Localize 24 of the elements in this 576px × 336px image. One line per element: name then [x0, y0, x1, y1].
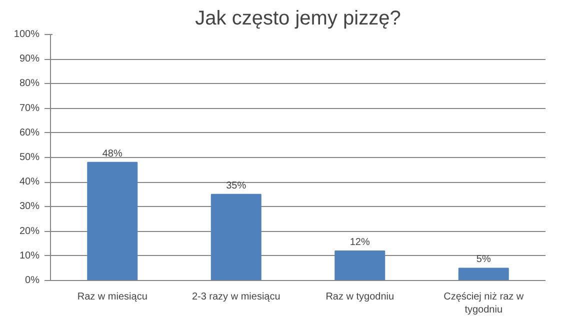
y-tick-label: 50%: [19, 152, 40, 163]
x-tick-label: Częściej niż raz w tygodniu: [444, 292, 524, 316]
y-tick-label: 20%: [19, 226, 40, 237]
x-tick-label: Raz w miesiącu: [77, 292, 148, 302]
bar: [210, 194, 262, 280]
bar: [458, 268, 509, 280]
bar: [87, 162, 138, 280]
y-tick-label: 0%: [25, 275, 40, 286]
data-label: 12%: [350, 236, 370, 248]
x-tick-label: Raz w tygodniu: [326, 292, 394, 302]
data-label: 5%: [476, 254, 491, 266]
y-tick-label: 100%: [14, 29, 40, 40]
data-label: 48%: [102, 148, 122, 160]
y-tick-label: 10%: [19, 250, 40, 262]
y-tick-label: 70%: [19, 102, 40, 114]
y-tick-label: 90%: [19, 54, 40, 65]
x-tick-label: 2-3 razy w miesiącu: [192, 292, 280, 302]
data-label: 35%: [226, 180, 246, 192]
y-tick-label: 80%: [19, 78, 40, 90]
y-tick-label: 40%: [19, 176, 40, 188]
y-tick-label: 30%: [19, 201, 40, 212]
bar: [334, 250, 386, 280]
chart-title: Jak często jemy pizzę?: [195, 8, 401, 30]
y-tick-label: 60%: [19, 127, 40, 138]
